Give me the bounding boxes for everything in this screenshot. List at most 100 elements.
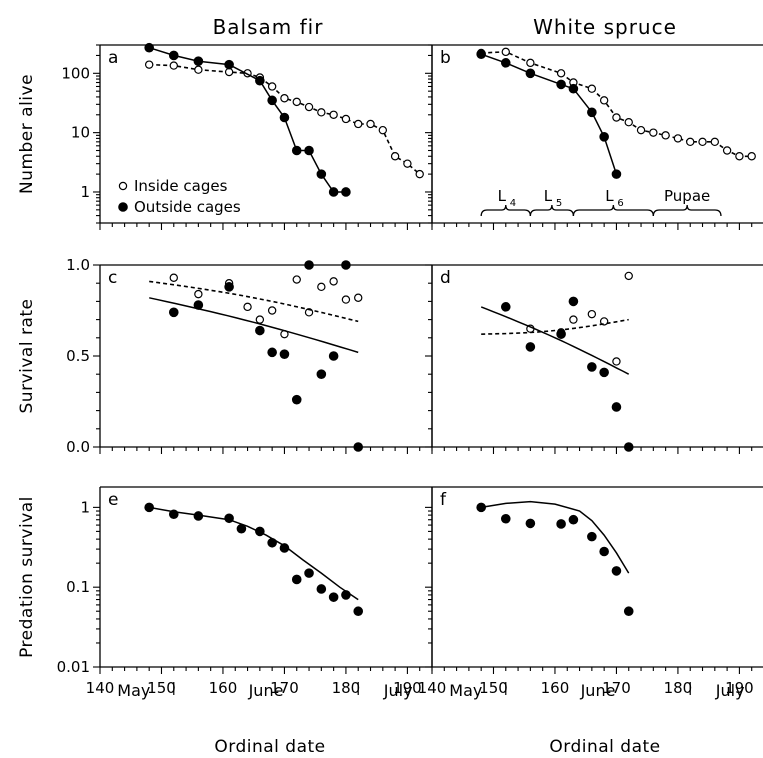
data-point	[292, 97, 301, 107]
data-point	[390, 152, 400, 161]
month-labels: May June July	[117, 681, 412, 700]
fit-curve	[480, 306, 630, 375]
data-point	[525, 518, 536, 529]
data-point	[587, 107, 597, 118]
data-point	[587, 309, 597, 319]
series-inside-cages	[169, 273, 363, 339]
data-point	[525, 342, 536, 352]
data-point	[611, 566, 622, 576]
x-tick-label: 160	[209, 679, 238, 697]
data-point	[623, 606, 634, 617]
legend-label-inside: Inside cages	[134, 177, 228, 195]
data-point	[556, 329, 566, 339]
data-point	[636, 125, 646, 135]
series-inside-cages-fit	[149, 280, 359, 323]
panel-b: b	[425, 44, 763, 230]
data-point	[194, 289, 203, 299]
series-predicted	[481, 500, 630, 574]
x-tick-label: 140	[86, 679, 115, 697]
x-tick-label: 160	[541, 679, 570, 697]
stage-label: L	[498, 187, 507, 205]
data-point	[415, 169, 424, 179]
fit-curve	[149, 297, 359, 354]
data-point	[599, 367, 609, 378]
data-point	[500, 58, 511, 68]
stage-brace	[480, 204, 532, 217]
data-point	[291, 145, 302, 156]
panel-a: a 1 10 100 Number alive Inside cages Outside c…	[17, 42, 433, 230]
data-point	[243, 302, 252, 312]
y-tick-label: 0.0	[66, 438, 90, 456]
data-point	[279, 349, 290, 359]
legend-marker-inside	[118, 181, 128, 191]
data-point	[304, 102, 314, 112]
month-labels: May June July	[449, 681, 744, 700]
data-point	[317, 282, 326, 292]
data-point	[500, 513, 511, 524]
data-point	[292, 275, 301, 284]
x-axis-label-left: Ordinal date	[214, 737, 325, 757]
data-point	[587, 362, 597, 372]
month-label-june: June	[248, 681, 284, 700]
data-point	[698, 137, 707, 147]
y-tick-label: 1.0	[66, 256, 90, 274]
data-point	[255, 315, 265, 324]
data-point	[169, 273, 178, 282]
data-point	[353, 442, 364, 452]
column-title-balsam-fir: Balsam fir	[213, 15, 324, 39]
stage-label-subscript: 6	[617, 198, 623, 209]
series-outside-cages	[500, 296, 634, 452]
series-inside-cages-fit	[481, 318, 629, 335]
data-point	[599, 96, 609, 105]
data-point	[624, 271, 633, 281]
data-point	[686, 137, 695, 147]
predicted-curve	[149, 506, 359, 601]
stage-label: L	[605, 187, 614, 205]
data-point	[624, 117, 633, 127]
panel-letter: e	[108, 490, 118, 510]
series-outside-cages-fit	[480, 306, 630, 375]
data-point	[568, 296, 579, 307]
data-point	[267, 82, 277, 91]
data-point	[224, 67, 234, 77]
data-point	[722, 146, 732, 155]
data-point	[328, 592, 339, 602]
y-tick-label: 1	[80, 498, 90, 516]
y-tick-label: 0.1	[66, 578, 90, 596]
month-label-may: May	[449, 681, 482, 700]
data-point	[747, 152, 756, 161]
instar-braces: L 4 L 5 L 6 Pupae	[480, 187, 722, 217]
data-point	[291, 394, 302, 405]
x-tick-label: 170	[270, 679, 299, 697]
y-axis-label: Predation survival	[17, 496, 37, 658]
data-point	[568, 514, 579, 525]
panel-f: f 140 150 160 170 180 190	[418, 486, 763, 697]
panel-d: d	[425, 264, 763, 454]
legend-marker-outside	[118, 202, 128, 212]
data-point	[599, 317, 609, 326]
panel-letter: b	[440, 48, 451, 68]
y-axis-label: Survival rate	[17, 299, 37, 414]
data-point	[378, 125, 388, 135]
series-outside-cages	[476, 49, 622, 179]
panel-letter: d	[440, 268, 451, 288]
data-point	[556, 519, 566, 529]
data-point	[328, 187, 339, 197]
data-point	[354, 119, 363, 129]
data-point	[710, 137, 720, 147]
panel-c: c 0.0 0.5 1.0 Survival rate	[17, 256, 433, 456]
data-point	[144, 60, 154, 69]
data-point	[599, 132, 609, 142]
panel-letter: a	[108, 48, 118, 68]
data-point	[556, 69, 566, 78]
x-tick-label: 190	[393, 679, 422, 697]
data-point	[255, 325, 265, 336]
data-point	[304, 568, 314, 578]
legend: Inside cages Outside cages	[118, 177, 241, 216]
stage-label: Pupae	[664, 187, 710, 205]
data-point	[476, 49, 486, 59]
predicted-curve	[481, 500, 630, 574]
stage-brace	[529, 204, 575, 217]
data-point	[587, 84, 597, 93]
